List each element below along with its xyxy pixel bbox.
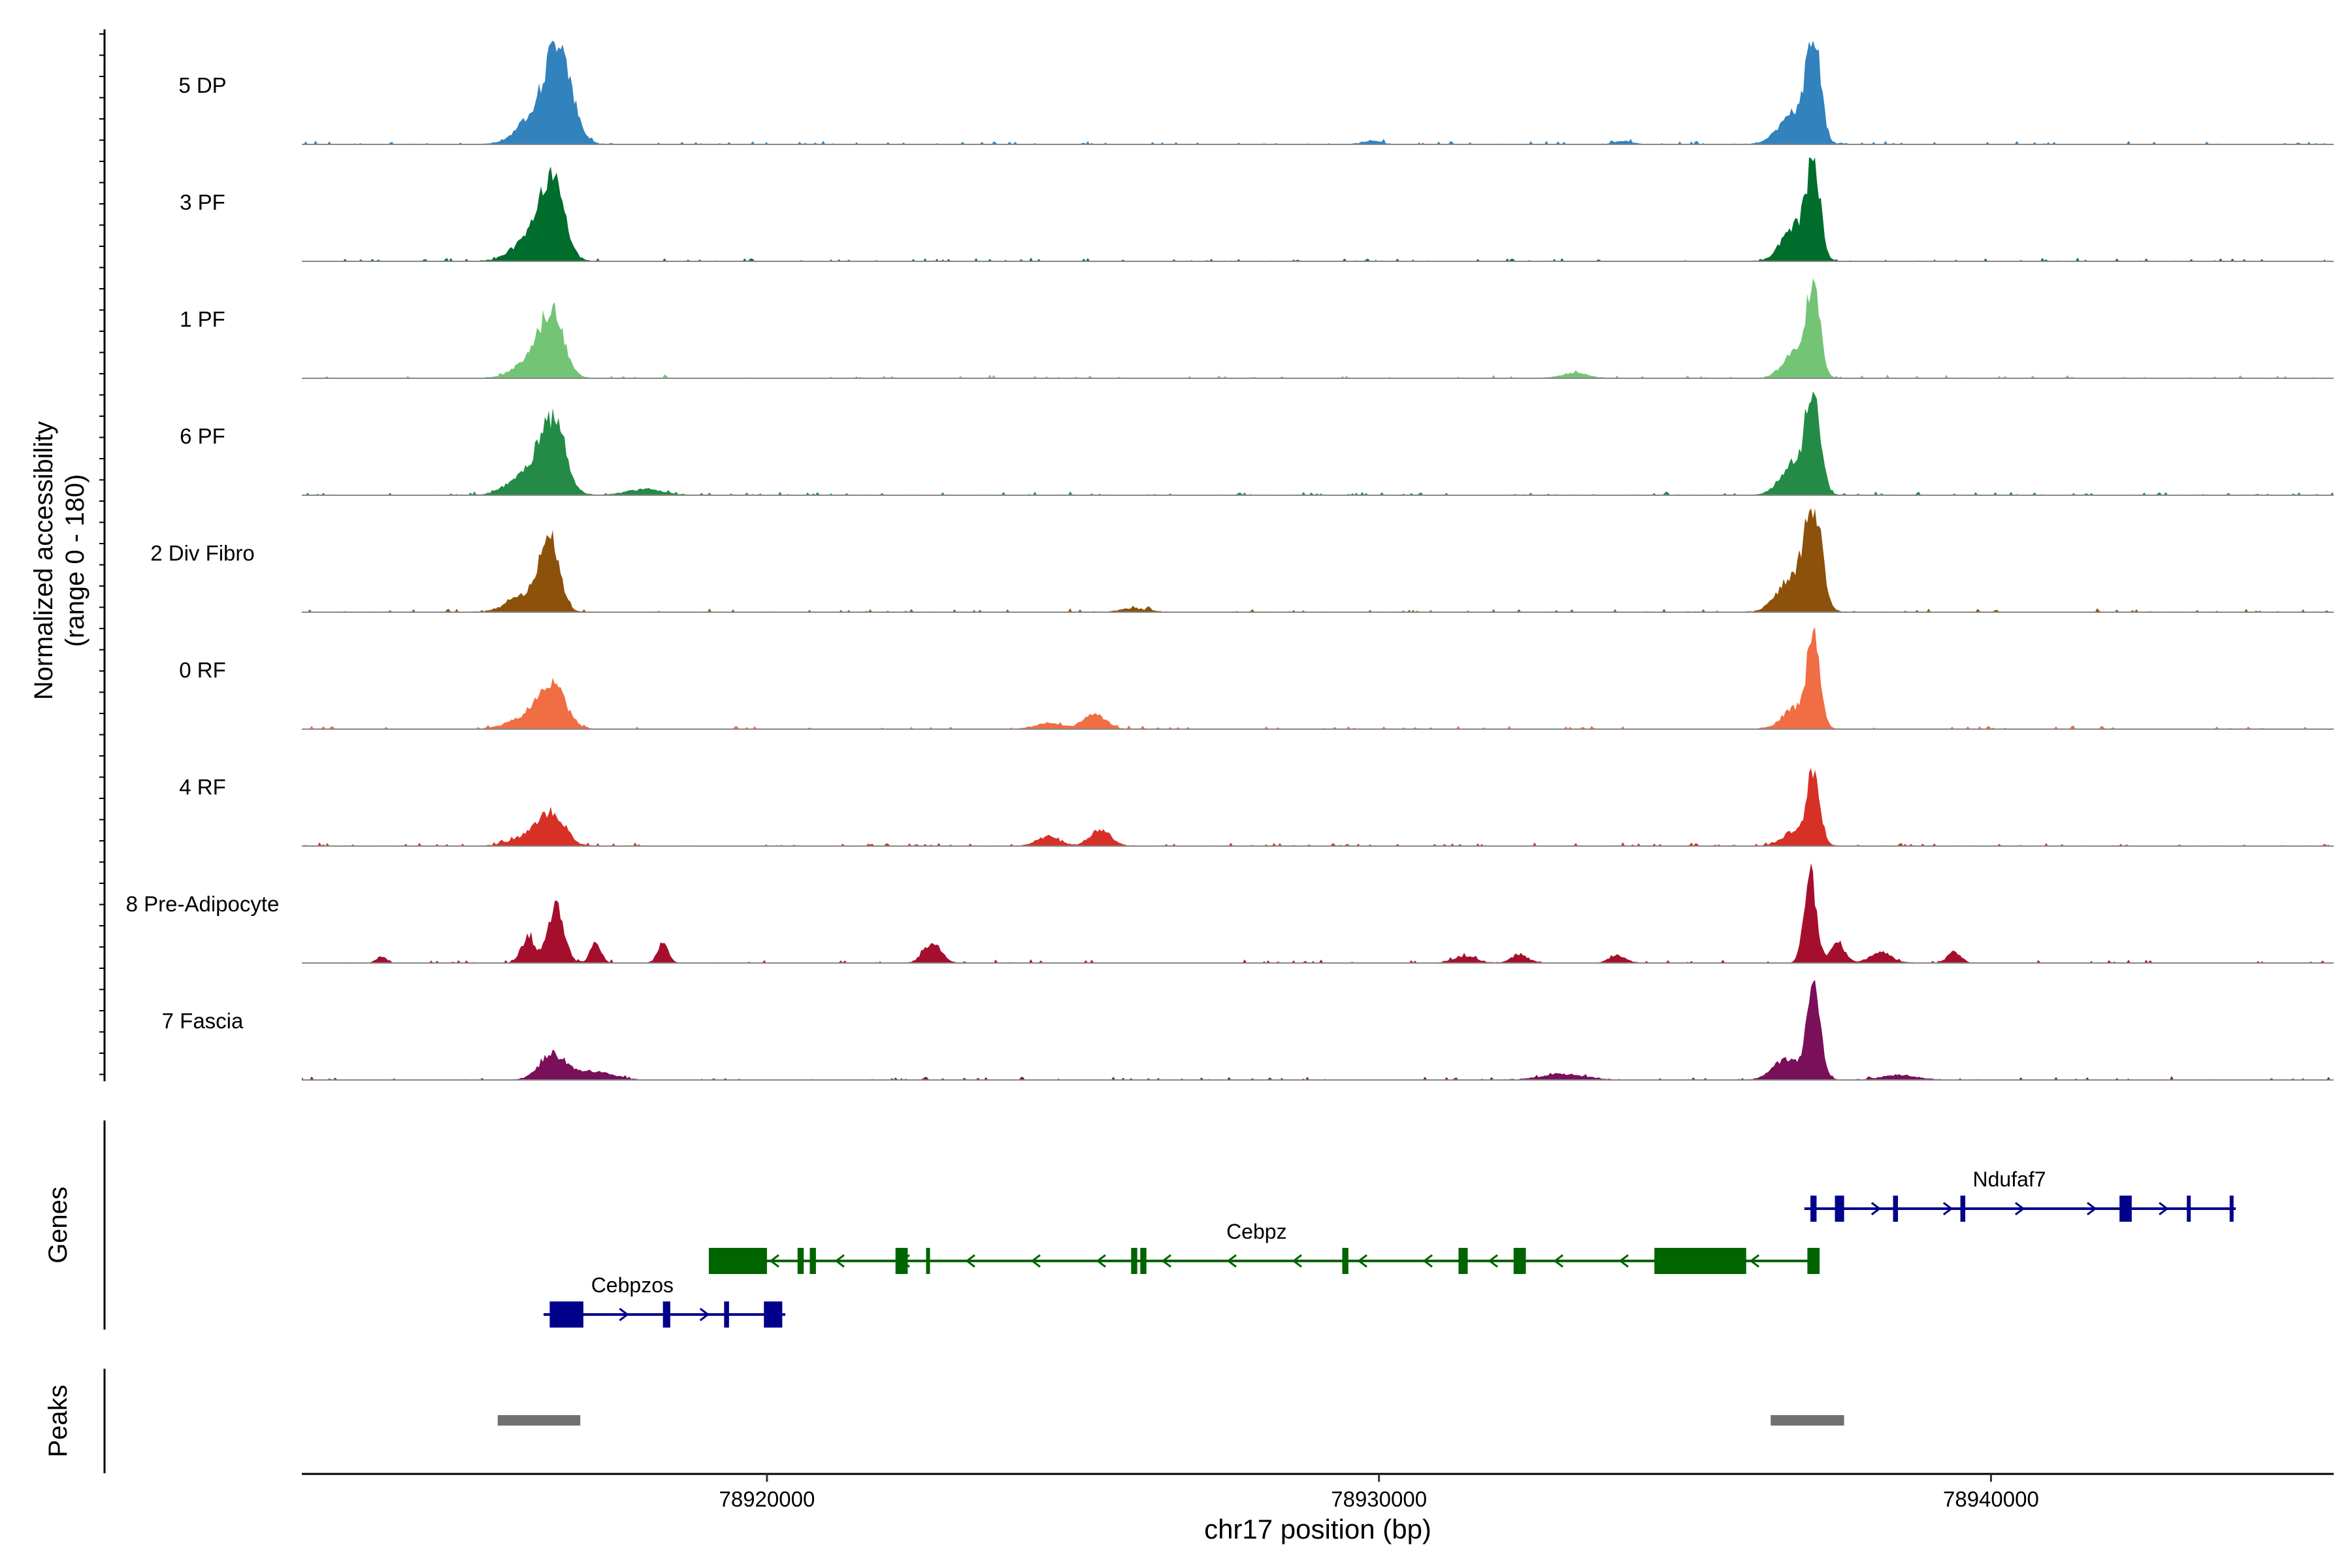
- strand-arrow: [1030, 1254, 1041, 1268]
- track-label: 5 DP: [178, 73, 226, 97]
- strand-arrow: [769, 1254, 779, 1268]
- track-0-rf: 0 RF: [179, 627, 2334, 730]
- strand-arrow: [2087, 1201, 2097, 1216]
- gene-exon: [2187, 1196, 2191, 1222]
- y-axis-title-line1: Normalized accessibility: [29, 421, 58, 700]
- y-axis-title-line2: (range 0 - 180): [61, 474, 90, 647]
- track-5-dp: 5 DP: [178, 41, 2334, 145]
- track-area: [302, 508, 2334, 612]
- gene-label: Cebpz: [1226, 1220, 1287, 1243]
- track-area: [302, 391, 2334, 495]
- track-label: 2 Div Fibro: [150, 541, 255, 565]
- track-label: 1 PF: [180, 307, 225, 331]
- track-8-pre-adipocyte: 8 Pre-Adipocyte: [126, 863, 2334, 964]
- gene-exon: [708, 1248, 767, 1274]
- strand-arrow: [1161, 1254, 1171, 1268]
- gene-exon: [1835, 1196, 1844, 1222]
- strand-arrow: [619, 1307, 629, 1322]
- gene-exon: [1893, 1196, 1899, 1222]
- gene-exon: [1807, 1248, 1820, 1274]
- gene-exon: [724, 1301, 729, 1328]
- gene-exon: [895, 1248, 908, 1274]
- coverage-axis-ticks: [99, 33, 105, 1075]
- coverage-tracks: 5 DP 3 PF 1 PF 6 PF 2 Div Fibro 0 RF 4 RF 8 Pre…: [126, 41, 2334, 1081]
- gene-exon: [764, 1301, 783, 1328]
- peaks-axis-title: Peaks: [44, 1384, 73, 1457]
- strand-arrow: [2159, 1201, 2169, 1216]
- track-label: 4 RF: [179, 775, 226, 799]
- gene-exon: [1810, 1196, 1817, 1222]
- gene-exon: [1131, 1248, 1137, 1274]
- track-1-pf: 1 PF: [180, 278, 2334, 379]
- gene-exon: [2229, 1196, 2234, 1222]
- x-tick-label: 78940000: [1943, 1487, 2039, 1511]
- gene-ndufaf7: Ndufaf7: [1804, 1168, 2236, 1222]
- gene-exon: [1960, 1196, 1966, 1222]
- gene-label: Cebpzos: [591, 1273, 674, 1297]
- peak-region-bar: [497, 1415, 581, 1426]
- gene-exon: [1342, 1248, 1348, 1274]
- x-tick-label: 78920000: [719, 1487, 815, 1511]
- strand-arrow: [1226, 1254, 1237, 1268]
- peak-region-bar: [1771, 1415, 1844, 1426]
- gene-exon: [1140, 1248, 1147, 1274]
- strand-arrow: [1749, 1254, 1760, 1268]
- track-6-pf: 6 PF: [180, 391, 2334, 496]
- strand-arrow: [1488, 1254, 1498, 1268]
- gene-label: Ndufaf7: [1972, 1168, 2046, 1191]
- gene-exon: [809, 1248, 816, 1274]
- strand-arrow: [1096, 1254, 1106, 1268]
- genes-axis-title: Genes: [44, 1186, 73, 1264]
- gene-exon: [1513, 1248, 1526, 1274]
- strand-arrow: [1942, 1201, 1953, 1216]
- x-tick-label: 78930000: [1331, 1487, 1427, 1511]
- strand-arrow: [1292, 1254, 1302, 1268]
- gene-exon: [797, 1248, 804, 1274]
- track-label: 6 PF: [180, 424, 225, 448]
- track-label: 0 RF: [179, 658, 226, 682]
- track-area: [302, 41, 2334, 144]
- gene-exon: [1458, 1248, 1468, 1274]
- strand-arrow: [699, 1307, 710, 1322]
- gene-exon: [2119, 1196, 2132, 1222]
- gene-exon: [926, 1248, 930, 1274]
- strand-arrow: [1553, 1254, 1563, 1268]
- x-axis-ticks: 78920000 78930000 78940000: [719, 1474, 2039, 1511]
- track-7-fascia: 7 Fascia: [162, 979, 2334, 1081]
- strand-arrow: [1618, 1254, 1629, 1268]
- gene-exon: [662, 1301, 670, 1328]
- gene-cebpzos: Cebpzos: [544, 1273, 786, 1328]
- track-4-rf: 4 RF: [179, 768, 2334, 847]
- strand-arrow: [834, 1254, 845, 1268]
- gene-exon: [1654, 1248, 1746, 1274]
- strand-arrow: [965, 1254, 975, 1268]
- track-3-pf: 3 PF: [180, 157, 2334, 262]
- strand-arrow: [2015, 1201, 2025, 1216]
- strand-arrow: [1422, 1254, 1433, 1268]
- x-axis-title: chr17 position (bp): [1204, 1514, 1431, 1544]
- gene-exon: [549, 1301, 583, 1328]
- track-label: 7 Fascia: [162, 1009, 244, 1033]
- peaks-track: [497, 1415, 1844, 1426]
- strand-arrow: [1870, 1201, 1882, 1216]
- gene-cebpz: Cebpz: [708, 1220, 1820, 1274]
- track-2-div-fibro: 2 Div Fibro: [150, 508, 2334, 613]
- track-label: 3 PF: [180, 190, 225, 214]
- track-label: 8 Pre-Adipocyte: [126, 892, 280, 916]
- gene-annotation-track: Cebpz Ndufaf7 Cebpzos: [544, 1168, 2236, 1328]
- strand-arrow: [1357, 1254, 1367, 1268]
